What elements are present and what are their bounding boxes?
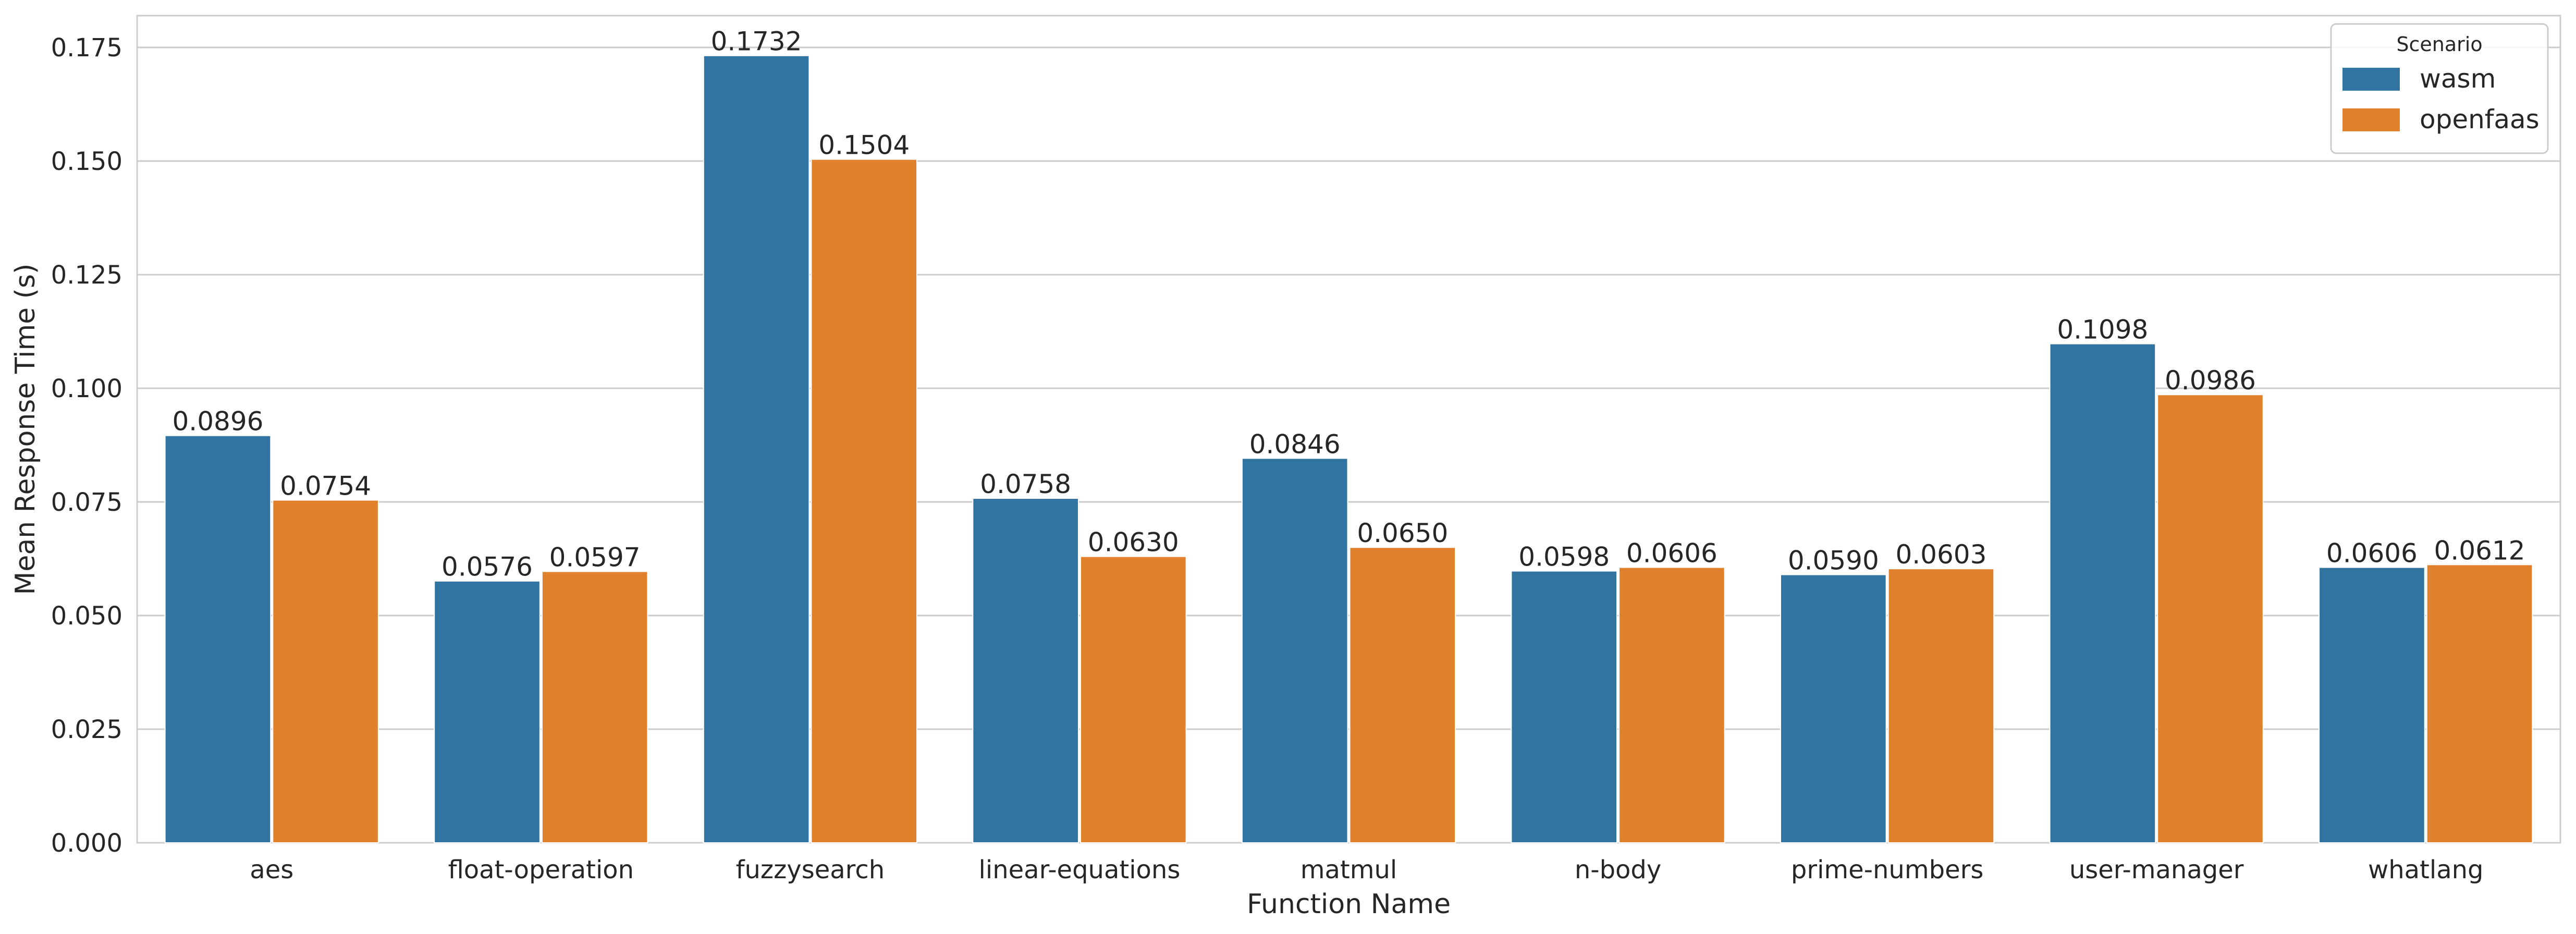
bar-wasm-n-body xyxy=(1511,570,1618,843)
bar-openfaas-n-body xyxy=(1618,567,1725,843)
y-tick-label: 0.150 xyxy=(51,147,122,176)
data-label-openfaas-matmul: 0.0650 xyxy=(1357,518,1448,548)
data-label-wasm-prime-numbers: 0.0590 xyxy=(1788,546,1879,576)
data-label-openfaas-linear-equations: 0.0630 xyxy=(1088,527,1179,558)
bar-wasm-matmul xyxy=(1241,458,1348,843)
bar-wasm-linear-equations xyxy=(972,498,1079,843)
y-axis-title: Mean Response Time (s) xyxy=(10,264,41,595)
data-label-wasm-matmul: 0.0846 xyxy=(1249,429,1341,459)
bar-wasm-prime-numbers xyxy=(1780,574,1887,843)
data-label-wasm-linear-equations: 0.0758 xyxy=(980,469,1071,499)
y-tick-label: 0.025 xyxy=(51,715,122,744)
legend-title: Scenario xyxy=(2396,33,2482,56)
bar-openfaas-float-operation xyxy=(541,571,648,843)
data-label-openfaas-prime-numbers: 0.0603 xyxy=(1895,539,1986,570)
bar-wasm-aes xyxy=(164,435,272,843)
data-label-wasm-n-body: 0.0598 xyxy=(1518,542,1610,572)
data-label-openfaas-fuzzysearch: 0.1504 xyxy=(818,130,910,161)
x-tick-label: linear-equations xyxy=(979,855,1181,884)
y-tick-label: 0.075 xyxy=(51,488,122,517)
bar-openfaas-whatlang xyxy=(2426,564,2533,844)
x-tick-label: matmul xyxy=(1301,855,1397,884)
x-tick-label: whatlang xyxy=(2368,855,2484,884)
legend-swatch-wasm xyxy=(2342,68,2400,91)
data-label-openfaas-n-body: 0.0606 xyxy=(1626,538,1718,569)
bars-group xyxy=(164,55,2533,844)
y-tick-label: 0.050 xyxy=(51,601,122,631)
data-label-wasm-user-manager: 0.1098 xyxy=(2057,315,2148,345)
x-tick-label: aes xyxy=(250,855,293,884)
grid-lines xyxy=(137,46,2560,844)
data-label-wasm-fuzzysearch: 0.1732 xyxy=(711,27,802,57)
x-tick-label: n-body xyxy=(1575,855,1661,884)
bar-openfaas-aes xyxy=(272,499,379,843)
x-tick-labels: aes float-operation fuzzysearch linear-equa… xyxy=(250,855,2483,884)
data-label-wasm-whatlang: 0.0606 xyxy=(2326,538,2418,569)
x-tick-label: float-operation xyxy=(448,855,634,884)
data-labels-group: 0.0896 0.0754 0.0576 0.0597 0.1732 0.1504 0.07… xyxy=(172,27,2525,582)
legend-label-wasm: wasm xyxy=(2420,64,2496,94)
bar-openfaas-fuzzysearch xyxy=(811,158,918,843)
data-label-openfaas-aes: 0.0754 xyxy=(280,471,371,501)
data-label-wasm-aes: 0.0896 xyxy=(172,407,263,437)
y-tick-labels: 0.000 0.025 0.050 0.075 0.100 0.125 0.150 0.175 xyxy=(51,33,122,858)
y-tick-label: 0.100 xyxy=(51,374,122,403)
legend-swatch-openfaas xyxy=(2342,108,2400,131)
y-tick-label: 0.000 xyxy=(51,829,122,858)
bar-openfaas-linear-equations xyxy=(1080,556,1187,843)
data-label-openfaas-whatlang: 0.0612 xyxy=(2434,535,2525,566)
bar-openfaas-matmul xyxy=(1349,547,1456,843)
bar-wasm-float-operation xyxy=(434,580,541,843)
y-tick-label: 0.175 xyxy=(51,33,122,63)
legend: Scenario wasm openfaas xyxy=(2330,23,2549,154)
legend-label-openfaas: openfaas xyxy=(2420,104,2540,134)
y-tick-label: 0.125 xyxy=(51,261,122,290)
data-label-openfaas-user-manager: 0.0986 xyxy=(2165,365,2256,396)
bar-wasm-user-manager xyxy=(2049,343,2156,843)
x-tick-label: user-manager xyxy=(2069,855,2244,884)
x-tick-label: prime-numbers xyxy=(1791,855,1984,884)
bar-wasm-fuzzysearch xyxy=(703,55,810,844)
plot-area-frame xyxy=(136,15,2561,844)
data-label-wasm-float-operation: 0.0576 xyxy=(441,552,533,582)
x-tick-label: fuzzysearch xyxy=(736,855,885,884)
bar-openfaas-prime-numbers xyxy=(1887,568,1995,843)
bar-openfaas-user-manager xyxy=(2157,394,2264,843)
x-axis-title: Function Name xyxy=(1247,889,1451,920)
bar-wasm-whatlang xyxy=(2319,567,2425,843)
data-label-openfaas-float-operation: 0.0597 xyxy=(549,542,641,572)
